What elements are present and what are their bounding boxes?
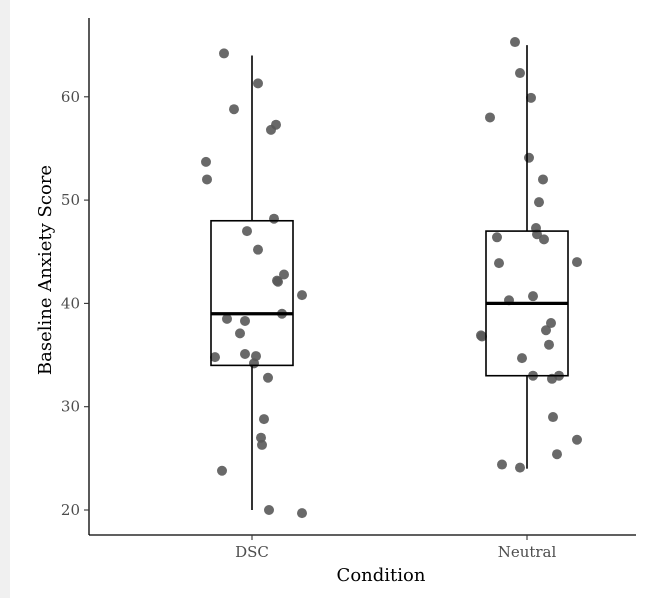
y-axis-ticks: 20 30 40 50 60 bbox=[61, 88, 89, 519]
data-point bbox=[240, 349, 250, 360]
data-point bbox=[526, 92, 536, 103]
data-point bbox=[240, 315, 250, 326]
y-tick-label: 40 bbox=[61, 294, 80, 312]
x-tick-label: DSC bbox=[235, 543, 269, 561]
data-point bbox=[269, 213, 279, 224]
data-point bbox=[219, 48, 229, 59]
data-point bbox=[510, 37, 520, 48]
data-point bbox=[548, 412, 558, 423]
y-tick-label: 50 bbox=[61, 191, 80, 209]
data-point bbox=[297, 508, 307, 519]
box-neutral bbox=[485, 45, 569, 469]
x-tick-label: Neutral bbox=[498, 543, 557, 561]
data-point bbox=[534, 197, 544, 208]
data-point bbox=[477, 331, 487, 342]
data-point bbox=[279, 269, 289, 280]
data-point bbox=[552, 449, 562, 460]
data-point bbox=[517, 353, 527, 364]
data-point bbox=[524, 152, 534, 163]
data-point bbox=[572, 257, 582, 268]
y-tick-label: 20 bbox=[61, 501, 80, 519]
boxes bbox=[210, 45, 569, 510]
data-point bbox=[222, 313, 232, 324]
y-axis-title: Baseline Anxiety Score bbox=[35, 165, 56, 375]
jitter-points bbox=[201, 37, 582, 519]
data-point bbox=[273, 276, 283, 287]
data-point bbox=[497, 459, 507, 470]
data-point bbox=[253, 244, 263, 255]
data-point bbox=[485, 112, 495, 123]
iqr-box bbox=[210, 219, 294, 367]
data-point bbox=[515, 68, 525, 79]
data-point bbox=[235, 328, 245, 339]
data-point bbox=[229, 104, 239, 115]
data-point bbox=[266, 124, 276, 135]
data-point bbox=[494, 258, 504, 269]
points-neutral bbox=[476, 37, 582, 473]
data-point bbox=[257, 439, 267, 450]
x-axis-title: Condition bbox=[337, 565, 426, 586]
data-point bbox=[297, 290, 307, 301]
data-point bbox=[202, 174, 212, 185]
y-tick-label: 30 bbox=[61, 398, 80, 416]
data-point bbox=[541, 325, 551, 336]
data-point bbox=[515, 462, 525, 473]
left-margin-strip bbox=[0, 0, 10, 598]
y-tick-label: 60 bbox=[61, 88, 80, 106]
box-dsc bbox=[210, 55, 294, 510]
data-point bbox=[528, 291, 538, 302]
data-point bbox=[210, 352, 220, 363]
data-point bbox=[201, 156, 211, 167]
data-point bbox=[249, 358, 259, 369]
data-point bbox=[263, 372, 273, 383]
data-point bbox=[544, 339, 554, 350]
x-axis-ticks: DSC Neutral bbox=[235, 535, 556, 561]
data-point bbox=[572, 434, 582, 445]
data-point bbox=[546, 318, 556, 329]
data-point bbox=[259, 414, 269, 425]
data-point bbox=[253, 78, 263, 89]
data-point bbox=[217, 465, 227, 476]
data-point bbox=[539, 234, 549, 245]
data-point bbox=[492, 232, 502, 243]
data-point bbox=[538, 174, 548, 185]
data-point bbox=[242, 226, 252, 237]
data-point bbox=[264, 505, 274, 515]
points-dsc bbox=[201, 48, 307, 519]
